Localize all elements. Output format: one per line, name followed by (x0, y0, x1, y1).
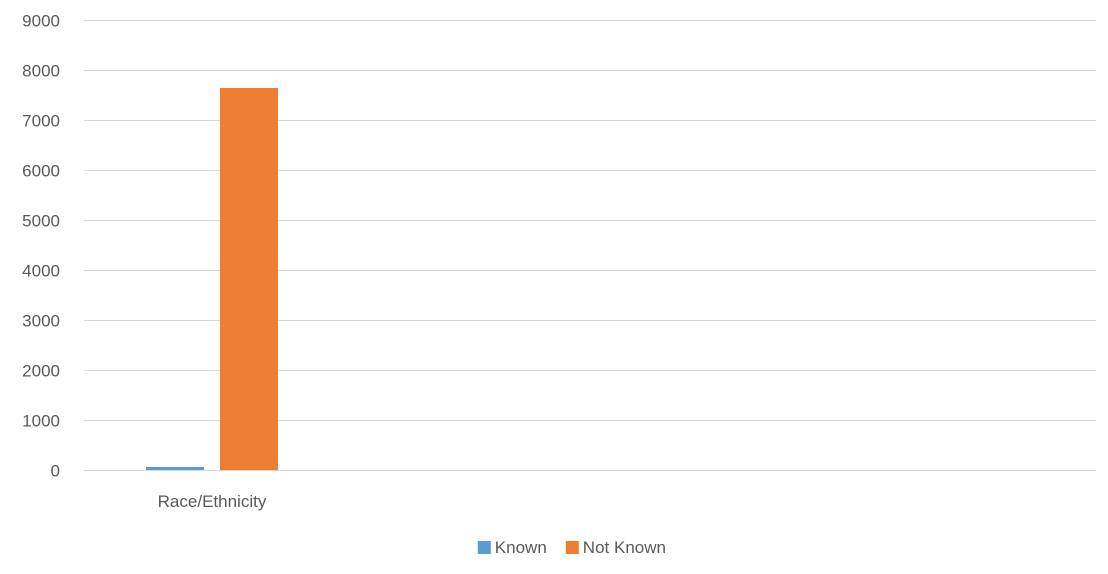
y-tick-label: 8000 (22, 62, 60, 81)
y-tick-label: 7000 (22, 112, 60, 131)
x-tick-label: Race/Ethnicity (158, 492, 267, 511)
legend-swatch-not-known (565, 541, 579, 554)
y-tick-label: 0 (51, 462, 60, 481)
bars (146, 88, 278, 470)
y-tick-label: 6000 (22, 162, 60, 181)
y-tick-label: 3000 (22, 312, 60, 331)
y-tick-label: 9000 (22, 12, 60, 31)
legend-label-known: Known (495, 538, 547, 557)
bar-known (146, 467, 204, 470)
y-axis-tick-labels: 0 1000 2000 3000 4000 5000 6000 7000 8000 9000 (22, 12, 60, 481)
y-tick-label: 1000 (22, 412, 60, 431)
bar-not-known (220, 88, 278, 470)
legend: Known Not Known (477, 538, 666, 557)
x-axis-tick-labels: Race/Ethnicity (158, 492, 267, 511)
legend-label-not-known: Not Known (583, 538, 666, 557)
legend-swatch-known (477, 541, 491, 554)
y-tick-label: 2000 (22, 362, 60, 381)
y-tick-label: 4000 (22, 262, 60, 281)
y-tick-label: 5000 (22, 212, 60, 231)
